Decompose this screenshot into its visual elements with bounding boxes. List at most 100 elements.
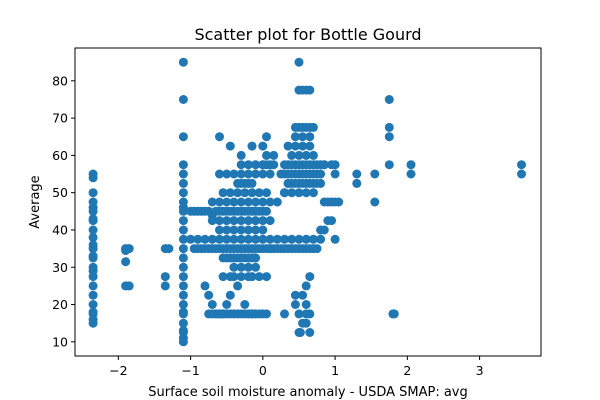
- data-point: [222, 300, 232, 309]
- data-point: [247, 309, 257, 319]
- y-tick-label: 40: [52, 222, 68, 237]
- data-point: [243, 169, 253, 179]
- y-axis-label: Average: [28, 175, 43, 228]
- data-point: [287, 150, 297, 160]
- data-point: [236, 216, 246, 226]
- data-point: [308, 150, 318, 160]
- data-point: [236, 225, 246, 235]
- data-point: [236, 234, 246, 244]
- data-point: [178, 216, 188, 226]
- data-point: [298, 132, 308, 142]
- data-point: [236, 150, 246, 160]
- data-point: [229, 262, 239, 272]
- data-point: [178, 253, 188, 263]
- data-point: [370, 197, 380, 207]
- data-point: [384, 95, 394, 104]
- data-point: [240, 188, 250, 198]
- data-point: [251, 216, 261, 226]
- data-point: [160, 272, 170, 282]
- data-point: [258, 216, 268, 226]
- data-point: [178, 169, 188, 179]
- data-point: [88, 272, 98, 282]
- data-point: [222, 234, 232, 244]
- data-point: [312, 244, 322, 254]
- data-point: [225, 188, 235, 198]
- data-point: [316, 169, 326, 179]
- data-point: [243, 197, 253, 207]
- data-point: [352, 178, 362, 188]
- data-point: [243, 160, 253, 170]
- data-point: [319, 225, 329, 235]
- data-point: [265, 197, 275, 207]
- data-point: [301, 281, 311, 291]
- data-point: [233, 188, 243, 198]
- data-point: [88, 188, 98, 198]
- data-point: [164, 244, 174, 254]
- x-tick-label: 3: [476, 363, 484, 378]
- data-point: [88, 318, 98, 328]
- data-point: [280, 309, 289, 319]
- data-point: [308, 234, 318, 244]
- data-point: [124, 281, 134, 291]
- data-point: [247, 178, 257, 188]
- data-point: [330, 234, 340, 244]
- data-point: [186, 234, 196, 244]
- data-point: [204, 290, 214, 300]
- data-point: [178, 178, 188, 188]
- data-point: [251, 234, 261, 244]
- data-point: [178, 57, 188, 67]
- data-point: [178, 318, 188, 328]
- data-point: [222, 225, 232, 235]
- data-point: [178, 160, 188, 170]
- data-point: [215, 169, 224, 179]
- data-point: [88, 232, 98, 242]
- data-point: [207, 216, 217, 226]
- data-point: [262, 206, 271, 216]
- data-point: [215, 225, 224, 235]
- data-point: [200, 234, 210, 244]
- data-point: [225, 141, 235, 151]
- data-point: [88, 300, 98, 309]
- data-point: [193, 234, 203, 244]
- data-point: [178, 281, 188, 291]
- y-tick-label: 20: [52, 297, 68, 312]
- data-point: [258, 160, 268, 170]
- data-point: [298, 141, 308, 151]
- data-point: [229, 272, 239, 282]
- data-point: [294, 57, 304, 67]
- data-point: [272, 197, 282, 207]
- x-axis-label: Surface soil moisture anomaly - USDA SMA…: [148, 385, 468, 400]
- data-point: [265, 244, 275, 254]
- data-point: [88, 253, 98, 263]
- data-point: [305, 132, 315, 142]
- data-point: [207, 197, 217, 207]
- data-point: [247, 272, 257, 282]
- y-tick-label: 50: [52, 185, 68, 200]
- data-point: [178, 290, 188, 300]
- data-point: [88, 244, 98, 254]
- y-tick-label: 30: [52, 260, 68, 275]
- data-point: [305, 85, 315, 95]
- x-tick-label: −1: [181, 363, 199, 378]
- data-point: [88, 290, 98, 300]
- data-point: [290, 290, 300, 300]
- data-point: [370, 169, 380, 179]
- data-point: [334, 197, 344, 207]
- data-point: [236, 169, 246, 179]
- data-point: [316, 178, 326, 188]
- data-point: [178, 272, 188, 282]
- data-point: [236, 160, 246, 170]
- data-point: [218, 272, 228, 282]
- data-point: [215, 234, 224, 244]
- data-point: [287, 234, 297, 244]
- data-point: [517, 160, 526, 170]
- data-point: [305, 309, 315, 319]
- data-point: [262, 272, 271, 282]
- data-point: [308, 122, 318, 132]
- data-point: [215, 197, 224, 207]
- data-point: [406, 160, 416, 170]
- y-tick-label: 80: [52, 73, 68, 88]
- data-point: [88, 173, 98, 183]
- data-point: [178, 307, 188, 317]
